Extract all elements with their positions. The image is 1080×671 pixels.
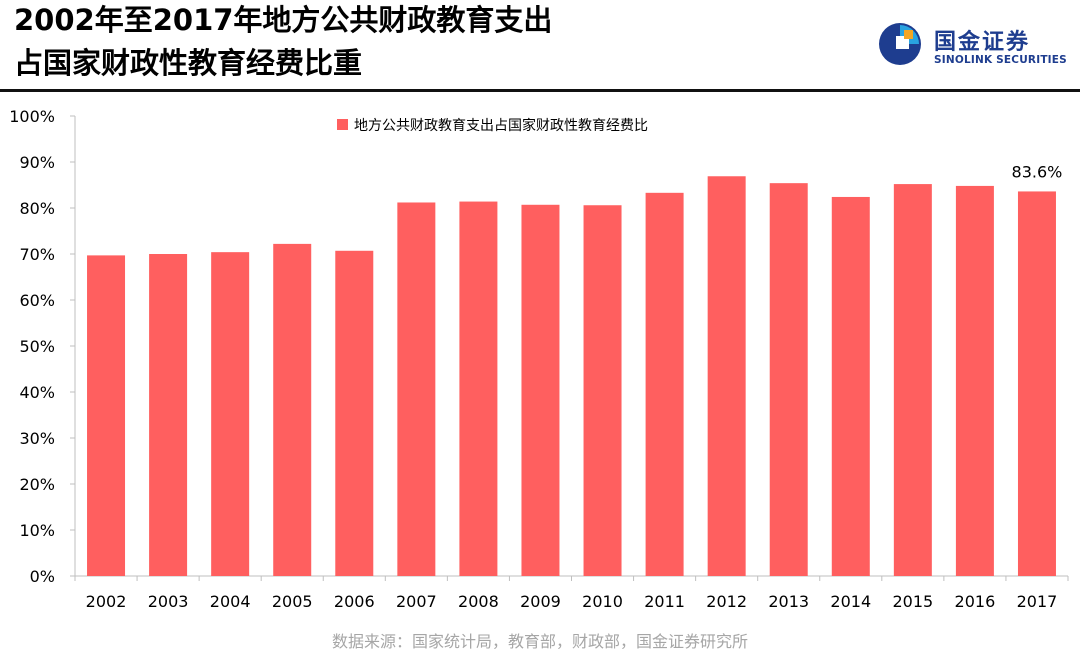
source-note: 数据来源：国家统计局，教育部，财政部，国金证券研究所 bbox=[331, 632, 748, 651]
y-tick-label: 70% bbox=[19, 245, 55, 264]
x-tick-label: 2015 bbox=[892, 592, 933, 611]
x-tick-label: 2009 bbox=[520, 592, 561, 611]
legend-label: 地方公共财政教育支出占国家财政性教育经费比 bbox=[354, 117, 648, 134]
header-divider bbox=[0, 89, 1080, 92]
x-tick-label: 2004 bbox=[210, 592, 251, 611]
x-tick-label: 2017 bbox=[1017, 592, 1058, 611]
y-tick-label: 20% bbox=[19, 475, 55, 494]
x-tick-label: 2011 bbox=[644, 592, 685, 611]
y-tick-label: 80% bbox=[19, 199, 55, 218]
bar-2004 bbox=[211, 252, 250, 576]
bar-2007 bbox=[397, 202, 436, 576]
y-tick-label: 40% bbox=[19, 383, 55, 402]
data-label-2017: 83.6% bbox=[1012, 162, 1063, 181]
x-tick-label: 2016 bbox=[955, 592, 996, 611]
bar-2013 bbox=[769, 183, 808, 576]
y-tick-label: 50% bbox=[19, 337, 55, 356]
y-tick-label: 0% bbox=[30, 567, 55, 586]
y-tick-label: 10% bbox=[19, 521, 55, 540]
x-tick-label: 2005 bbox=[272, 592, 313, 611]
header: 2002年至2017年地方公共财政教育支出 占国家财政性教育经费比重 国金证券 … bbox=[0, 0, 1080, 96]
logo-name-en: SINOLINK SECURITIES bbox=[934, 54, 1067, 66]
y-tick-label: 100% bbox=[9, 107, 55, 126]
y-tick-label: 90% bbox=[19, 153, 55, 172]
bar-2008 bbox=[459, 201, 498, 576]
y-tick-label: 30% bbox=[19, 429, 55, 448]
bar-2010 bbox=[583, 205, 622, 576]
company-logo: 国金证券 SINOLINK SECURITIES bbox=[876, 18, 1076, 74]
bar-2002 bbox=[87, 255, 126, 576]
sinolink-logo-icon bbox=[879, 23, 921, 65]
page-title-line-2: 占国家财政性教育经费比重 bbox=[14, 46, 363, 80]
logo-name-cn: 国金证券 bbox=[934, 30, 1031, 55]
x-tick-label: 2012 bbox=[706, 592, 747, 611]
x-tick-label: 2002 bbox=[86, 592, 127, 611]
x-tick-label: 2014 bbox=[830, 592, 871, 611]
legend-swatch bbox=[337, 119, 348, 130]
x-tick-label: 2008 bbox=[458, 592, 499, 611]
bar-2005 bbox=[273, 243, 312, 576]
bar-2011 bbox=[645, 192, 684, 576]
x-tick-label: 2010 bbox=[582, 592, 623, 611]
bar-2012 bbox=[707, 176, 746, 576]
y-tick-label: 60% bbox=[19, 291, 55, 310]
x-tick-label: 2003 bbox=[148, 592, 189, 611]
bar-2009 bbox=[521, 204, 560, 576]
bar-2015 bbox=[893, 184, 932, 576]
bar-2003 bbox=[149, 254, 188, 576]
x-tick-label: 2007 bbox=[396, 592, 437, 611]
bar-2006 bbox=[335, 250, 374, 576]
bar-chart: 0% 10% 20% 30% 40% 50% 60% 70% 80% 90% 100% 2002 200… bbox=[9, 107, 1069, 611]
bar-2016 bbox=[955, 185, 994, 577]
bar-2014 bbox=[831, 196, 870, 576]
x-tick-label: 2013 bbox=[768, 592, 809, 611]
page-title-line-1: 2002年至2017年地方公共财政教育支出 bbox=[14, 3, 553, 37]
bar-2017 bbox=[1017, 191, 1056, 576]
x-tick-label: 2006 bbox=[334, 592, 375, 611]
